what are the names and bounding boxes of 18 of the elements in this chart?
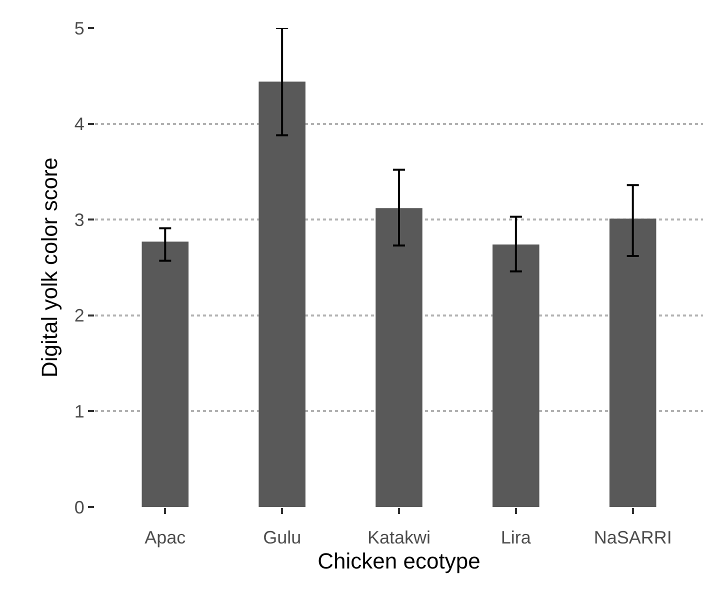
x-axis-title: Chicken ecotype <box>318 548 480 574</box>
bar <box>376 208 422 507</box>
x-tick-label: Apac <box>144 528 186 548</box>
y-axis-title: Digital yolk color score <box>37 157 62 378</box>
x-tick-label: Katakwi <box>367 528 431 548</box>
y-tick-label: 2 <box>74 306 84 326</box>
bar <box>609 218 656 507</box>
y-tick-label: 4 <box>74 114 84 134</box>
y-tick-label: 3 <box>74 210 84 230</box>
y-tick-label: 5 <box>74 18 84 38</box>
y-tick-label: 1 <box>74 402 84 422</box>
x-tick-label: Gulu <box>263 528 302 548</box>
bar <box>142 242 189 507</box>
bar <box>258 82 306 507</box>
x-tick-label: NaSARRI <box>594 528 672 548</box>
x-tick-label: Lira <box>500 528 532 548</box>
bar <box>492 244 540 507</box>
y-tick-label: 0 <box>74 497 84 518</box>
